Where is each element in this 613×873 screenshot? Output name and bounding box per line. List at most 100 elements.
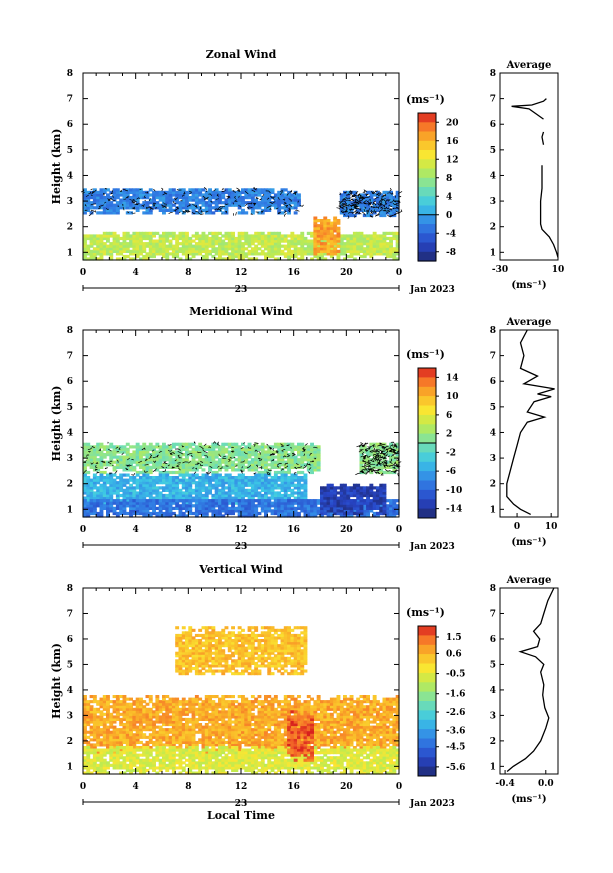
heatmap-cell-0: [208, 193, 212, 197]
heatmap-cell-2: [194, 483, 199, 487]
heatmap-cell-2: [92, 481, 97, 485]
heatmap-cell-3: [165, 511, 170, 516]
heatmap-cell-2: [86, 481, 91, 485]
heatmap-cell-0: [158, 203, 163, 207]
heatmap-cell-2: [152, 247, 156, 251]
contour-segment: [175, 197, 179, 201]
contour-segment: [355, 191, 359, 195]
colorbar-segment: [418, 452, 436, 463]
heatmap-cell-0: [293, 445, 298, 449]
heatmap-cell-2: [224, 496, 229, 500]
heatmap-cell-0: [273, 198, 278, 202]
heatmap-cell-2: [362, 247, 367, 251]
heatmap-cell-2: [267, 473, 272, 477]
heatmap-cell-0: [316, 450, 321, 454]
heatmap-cell-1: [359, 445, 364, 449]
contour-segment: [198, 212, 204, 215]
heatmap-cell-0: [162, 445, 166, 449]
heatmap-cell-0: [181, 190, 186, 194]
heatmap-cell-3: [122, 504, 127, 508]
heatmap-cell-0: [165, 450, 170, 454]
heatmap-cell-2: [264, 488, 268, 492]
contour-segment: [168, 211, 173, 215]
contour-segment: [253, 186, 257, 191]
contour-segment: [80, 189, 85, 193]
heatmap-cell-0: [106, 710, 110, 714]
heatmap-cell-2: [198, 252, 203, 256]
heatmap-cell-2: [359, 231, 364, 235]
heatmap-cell-0: [129, 188, 133, 192]
heatmap-cell-1: [392, 458, 397, 462]
heatmap-cell-0: [218, 463, 222, 467]
heatmap-cell-2: [162, 476, 166, 480]
heatmap-cell-2: [102, 486, 107, 490]
heatmap-cell-1: [385, 196, 390, 200]
heatmap-cell-2: [119, 473, 124, 477]
heatmap-cell-2: [224, 491, 229, 495]
heatmap-cell-3: [320, 234, 324, 238]
heatmap-cell-2: [218, 244, 222, 248]
heatmap-cell-3: [247, 511, 252, 516]
heatmap-cell-2: [106, 249, 110, 253]
heatmap-cell-0: [283, 463, 288, 467]
heatmap-cell-0: [201, 445, 206, 449]
heatmap-cell-2: [218, 247, 222, 251]
heatmap-cell-3: [270, 501, 275, 505]
heatmap-cell-2: [270, 483, 275, 487]
heatmap-cell-3: [158, 506, 163, 510]
contour-segment: [117, 459, 119, 463]
heatmap-cell-0: [293, 447, 298, 451]
heatmap-cell-4: [356, 506, 361, 510]
heatmap-cell-2: [231, 254, 235, 259]
heatmap-cell-0: [208, 455, 212, 459]
contour-segment: [367, 201, 371, 205]
heatmap-cell-1: [343, 196, 347, 200]
heatmap-cell-0: [280, 188, 285, 192]
heatmap-cell-1: [343, 208, 347, 212]
heatmap-cell-3: [395, 499, 400, 503]
heatmap-cell-0: [204, 208, 209, 212]
contour-segment: [225, 210, 228, 214]
heatmap-cell-2: [310, 244, 314, 248]
heatmap-cell-2: [395, 244, 400, 248]
heatmap-cell-4: [359, 509, 364, 513]
heatmap-cell-2: [218, 473, 222, 477]
heatmap-cell-4: [336, 504, 341, 508]
heatmap-cell-0: [96, 447, 101, 451]
heatmap-cell-2: [139, 488, 143, 492]
heatmap-cell-0: [300, 470, 305, 475]
heatmap-cell-2: [234, 501, 239, 505]
heatmap-cell-2: [346, 244, 351, 248]
heatmap-cell-3: [323, 236, 328, 241]
heatmap-cell-1: [376, 201, 380, 205]
heatmap-cell-2: [283, 478, 288, 482]
heatmap-cell-2: [280, 249, 285, 253]
heatmap-cell-2: [208, 252, 212, 256]
heatmap-cell-0: [106, 453, 110, 457]
heatmap-cell-2: [132, 252, 137, 256]
heatmap-cell-3: [287, 506, 291, 510]
heatmap-cell-2: [366, 239, 370, 243]
heatmap-cell-0: [102, 196, 107, 200]
heatmap-cell-2: [392, 249, 397, 253]
heatmap-cell-0: [250, 206, 255, 210]
contour-segment: [387, 455, 390, 458]
heatmap-cell-3: [290, 501, 295, 505]
heatmap-cell-3: [86, 509, 91, 513]
contour-segment: [93, 210, 96, 213]
contour-segment: [349, 192, 353, 195]
heatmap-cell-0: [260, 447, 265, 451]
contour-segment: [387, 214, 390, 217]
heatmap-cell-2: [122, 244, 127, 248]
heatmap-cell-2: [369, 236, 374, 241]
heatmap-cell-0: [250, 203, 255, 207]
average-title: Average: [506, 317, 552, 328]
colorbar-segment: [418, 489, 436, 500]
heatmap-cell-2: [158, 244, 163, 248]
heatmap-cell-0: [264, 201, 268, 205]
heatmap-cell-0: [257, 201, 262, 205]
heatmap-cell-1: [395, 463, 400, 467]
heatmap-cell-0: [132, 203, 137, 207]
heatmap-cell-1: [379, 196, 384, 200]
heatmap-cell-0: [139, 188, 143, 192]
